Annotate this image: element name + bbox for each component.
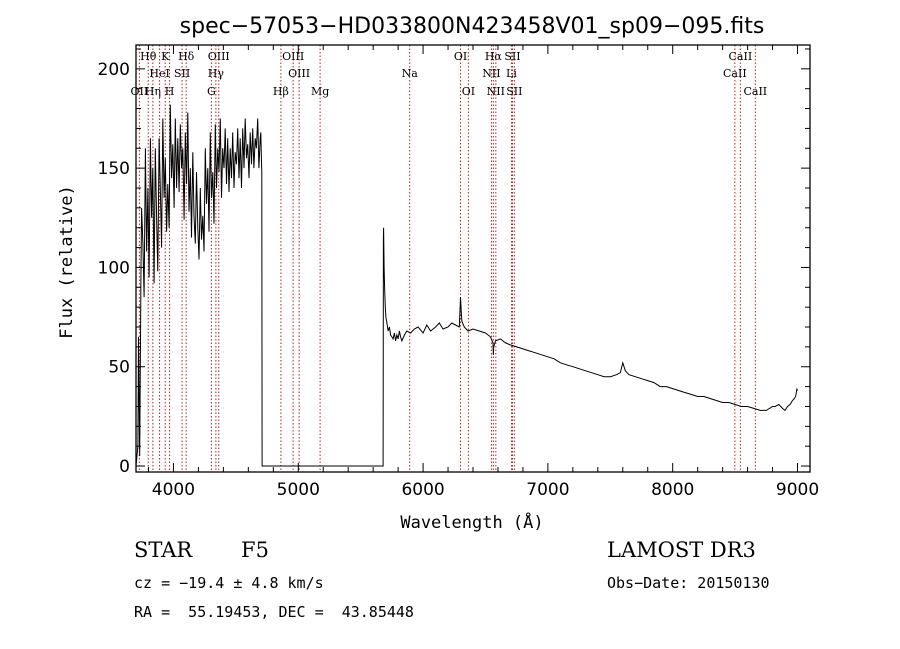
axis-ticks: 4000 5000 6000 7000 8000 9000 0 50 100 150 200	[98, 45, 819, 500]
y-tick-label: 0	[119, 457, 130, 477]
x-tick-label: 5000	[277, 480, 320, 500]
obs-date: Obs−Date: 20150130	[607, 574, 770, 592]
line-label: Hα	[485, 50, 503, 63]
line-label: OIII	[282, 50, 304, 63]
plot-frame	[135, 44, 811, 473]
x-tick-label: 4000	[152, 480, 195, 500]
line-label: Li	[506, 67, 517, 80]
line-label: OII	[131, 85, 149, 98]
y-tick-label: 150	[98, 159, 130, 179]
x-tick-label: 7000	[526, 480, 569, 500]
line-label: SII	[504, 50, 520, 63]
line-label: H	[165, 85, 175, 98]
line-label: OI	[462, 85, 475, 98]
line-label: Hβ	[273, 85, 289, 98]
line-label: Hγ	[208, 67, 225, 80]
line-label: SII	[506, 85, 522, 98]
line-label: CaII	[743, 85, 767, 98]
line-label: SII	[174, 67, 190, 80]
line-label: NII	[482, 67, 500, 80]
line-label: OIII	[208, 50, 230, 63]
line-label: CaII	[729, 50, 753, 63]
line-label: NII	[487, 85, 505, 98]
chart-title: spec−57053−HD033800N423458V01_sp09−095.f…	[180, 14, 765, 39]
x-tick-label: 9000	[776, 480, 819, 500]
y-tick-label: 50	[108, 358, 130, 378]
coordinates: RA = 55.19453, DEC = 43.85448	[134, 603, 414, 621]
x-tick-label: 8000	[651, 480, 694, 500]
line-label: Hδ	[178, 50, 195, 63]
y-tick-label: 200	[98, 60, 130, 80]
line-label: CaII	[723, 67, 747, 80]
redshift-cz: cz = −19.4 ± 4.8 km/s	[134, 574, 324, 592]
spectral-line-labels: Hθ OII K Hδ HeI SII Hη H OIII Hγ G OIII OIII Hβ Mg Na OI…	[131, 50, 768, 98]
line-label: K	[161, 50, 170, 63]
line-label: Hη	[145, 85, 161, 98]
line-label: Mg	[311, 85, 329, 98]
spectral-line-markers	[138, 45, 756, 472]
y-tick-label: 100	[98, 258, 130, 278]
line-label: OI	[454, 50, 467, 63]
line-label: OIII	[288, 67, 310, 80]
line-label: Hθ	[140, 50, 157, 63]
line-label: Na	[402, 67, 419, 80]
line-label: HeI	[149, 67, 169, 80]
survey-name: LAMOST DR3	[607, 538, 756, 562]
x-axis-label: Wavelength (Å)	[400, 511, 543, 533]
object-class: STAR	[134, 538, 193, 562]
x-tick-label: 6000	[401, 480, 444, 500]
subclass: F5	[241, 538, 269, 562]
y-axis-label: Flux (relative)	[57, 185, 77, 339]
line-label: G	[207, 85, 216, 98]
spectrum-line	[135, 104, 798, 467]
